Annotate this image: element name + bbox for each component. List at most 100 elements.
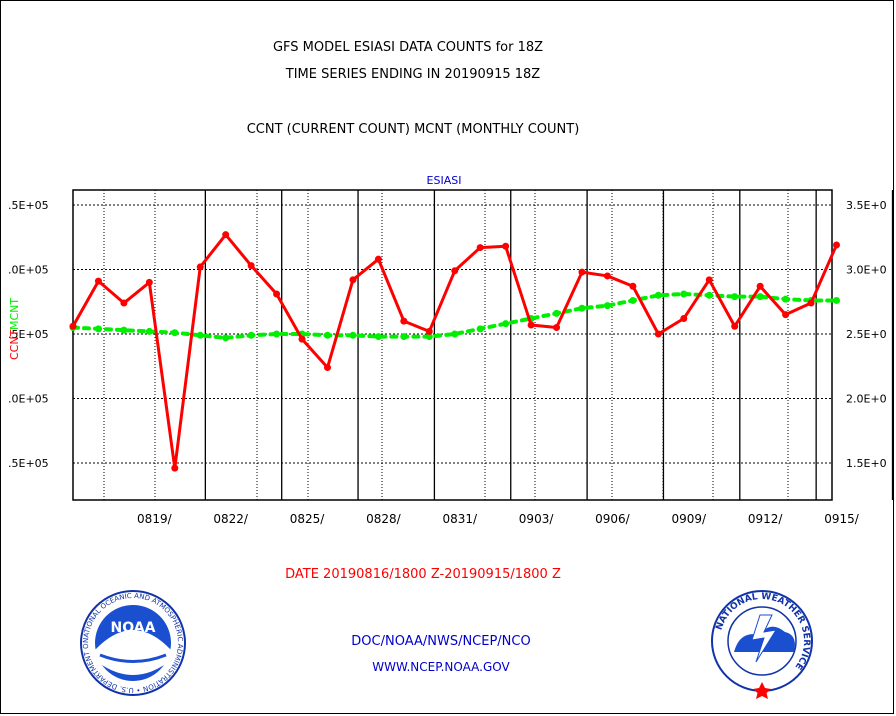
ccnt-point bbox=[298, 335, 306, 343]
subtitle: CCNT (CURRENT COUNT) MCNT (MONTHLY COUNT… bbox=[247, 122, 580, 137]
ccnt-point bbox=[807, 299, 815, 307]
ccnt-point bbox=[145, 278, 153, 286]
ccnt-point bbox=[69, 322, 77, 330]
y-axis-label-mcnt: MCNT bbox=[8, 298, 21, 330]
mcnt-point bbox=[629, 296, 637, 304]
ccnt-point bbox=[476, 244, 484, 252]
y-axis-right-ticks: 3.5E+0 3.0E+0 2.5E+0 2.0E+0 1.5E+0 bbox=[846, 199, 887, 470]
mcnt-point bbox=[502, 320, 510, 328]
mcnt-point bbox=[324, 331, 331, 339]
mcnt-point bbox=[705, 291, 713, 299]
ccnt-point bbox=[603, 272, 611, 280]
ccnt-point bbox=[833, 241, 840, 249]
ccnt-point bbox=[553, 324, 561, 332]
x-tick-label: 0831/ bbox=[442, 512, 478, 526]
mcnt-point bbox=[196, 331, 204, 339]
mcnt-point bbox=[603, 302, 611, 310]
mcnt-point bbox=[349, 331, 357, 339]
mcnt-point bbox=[756, 293, 764, 301]
x-tick-label: 0906/ bbox=[595, 512, 631, 526]
date-range: DATE 20190816/1800 Z-20190915/1800 Z bbox=[285, 567, 561, 582]
mcnt-point bbox=[425, 333, 433, 341]
x-tick-label: 0903/ bbox=[519, 512, 555, 526]
series-mcnt bbox=[69, 290, 840, 342]
mcnt-point bbox=[833, 296, 840, 304]
noaa-logo-text: NOAA bbox=[111, 620, 156, 636]
mcnt-point bbox=[145, 327, 153, 335]
mcnt-point bbox=[654, 291, 662, 299]
y-axis-label-ccnt: CCNT bbox=[8, 329, 21, 360]
ccnt-point bbox=[705, 276, 713, 284]
chart-title: ESIASI bbox=[427, 174, 462, 187]
mcnt-point bbox=[374, 333, 382, 341]
y-right-tick-label: 3.0E+0 bbox=[846, 264, 887, 277]
mcnt-point bbox=[578, 304, 586, 312]
ccnt-point bbox=[629, 282, 637, 290]
y-left-tick-label: .0E+05 bbox=[8, 264, 49, 277]
ccnt-point bbox=[94, 277, 102, 285]
mcnt-point bbox=[171, 329, 179, 337]
footer-url: WWW.NCEP.NOAA.GOV bbox=[372, 660, 510, 674]
ccnt-point bbox=[273, 290, 281, 298]
lightning-icon bbox=[751, 614, 778, 663]
mcnt-point bbox=[94, 325, 102, 333]
ccnt-point bbox=[502, 242, 510, 250]
ccnt-point bbox=[578, 268, 586, 276]
star-icon bbox=[753, 682, 771, 699]
ccnt-point bbox=[247, 262, 255, 270]
ccnt-point bbox=[731, 322, 739, 330]
mcnt-point bbox=[731, 293, 739, 301]
x-axis-ticks: 0819/0822/0825/0828/0831/0903/0906/0909/… bbox=[137, 512, 860, 526]
ccnt-point bbox=[349, 276, 357, 284]
mcnt-point bbox=[273, 330, 281, 338]
ccnt-point bbox=[782, 311, 790, 319]
mcnt-point bbox=[451, 330, 459, 338]
y-right-tick-label: 2.5E+0 bbox=[846, 328, 887, 341]
footer-org: DOC/NOAA/NWS/NCEP/NCO bbox=[351, 634, 530, 649]
y-left-tick-label: .5E+05 bbox=[8, 328, 49, 341]
y-right-tick-label: 3.5E+0 bbox=[846, 199, 887, 212]
ccnt-point bbox=[400, 317, 408, 325]
mcnt-point bbox=[120, 326, 128, 334]
ccnt-point bbox=[374, 255, 382, 263]
mcnt-point bbox=[247, 331, 255, 339]
ccnt-point bbox=[756, 282, 764, 290]
noaa-bird-icon bbox=[95, 630, 171, 675]
y-left-tick-label: .5E+05 bbox=[8, 199, 49, 212]
ccnt-point bbox=[222, 231, 230, 239]
mcnt-point bbox=[553, 309, 561, 317]
ccnt-point bbox=[171, 464, 179, 472]
title-line-2: TIME SERIES ENDING IN 20190915 18Z bbox=[285, 67, 541, 82]
title-line-1: GFS MODEL ESIASI DATA COUNTS for 18Z bbox=[273, 40, 543, 55]
ccnt-point bbox=[196, 263, 204, 271]
mcnt-point bbox=[222, 334, 230, 342]
y-right-tick-label: 2.0E+0 bbox=[846, 393, 887, 406]
ccnt-point bbox=[451, 267, 459, 275]
x-tick-label: 0825/ bbox=[290, 512, 326, 526]
y-left-tick-label: .0E+05 bbox=[8, 393, 49, 406]
ccnt-point bbox=[527, 321, 535, 329]
x-tick-label: 0912/ bbox=[748, 512, 784, 526]
mcnt-point bbox=[680, 290, 688, 298]
nws-logo: NATIONAL WEATHER SERVICE bbox=[711, 590, 813, 699]
y-left-tick-label: .5E+05 bbox=[8, 457, 49, 470]
ccnt-point bbox=[324, 364, 331, 372]
x-tick-label: 0909/ bbox=[672, 512, 708, 526]
mcnt-point bbox=[476, 325, 484, 333]
x-tick-label: 0828/ bbox=[366, 512, 402, 526]
ccnt-point bbox=[120, 299, 128, 307]
ccnt-point bbox=[654, 330, 662, 338]
x-tick-label: 0819/ bbox=[137, 512, 173, 526]
ccnt-point bbox=[680, 315, 688, 323]
mcnt-point bbox=[400, 333, 408, 341]
y-axis-left-ticks: .5E+05 .0E+05 .5E+05 .0E+05 .5E+05 bbox=[8, 199, 49, 470]
vertical-gridlines bbox=[103, 190, 894, 500]
x-tick-label: 0822/ bbox=[213, 512, 249, 526]
mcnt-point bbox=[782, 295, 790, 303]
plot-area bbox=[72, 189, 833, 501]
series-ccnt bbox=[69, 231, 840, 472]
ccnt-point bbox=[425, 327, 433, 335]
x-tick-label: 0915/ bbox=[824, 512, 860, 526]
